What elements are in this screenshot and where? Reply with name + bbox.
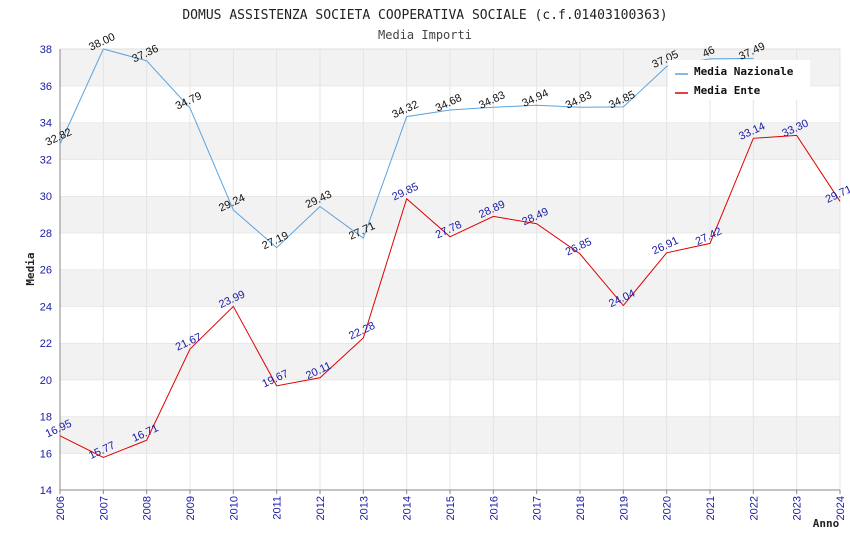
x-tick-label: 2008 (142, 496, 154, 520)
y-axis-title: Media (24, 252, 37, 285)
grid-bands (59, 48, 841, 490)
legend: Media Nazionale Media Ente (668, 60, 810, 100)
x-tick-label: 2013 (358, 496, 370, 520)
y-tick-label: 32 (40, 154, 52, 166)
series-line-media-ente (59, 134, 841, 459)
y-tick-label: 28 (40, 228, 52, 240)
y-tick-label: 16 (40, 448, 52, 460)
x-axis-ticks: 2006 2007 2008 2009 2010 2011 2012 2013 2014 2015… (55, 490, 847, 520)
x-tick-label: 2016 (488, 496, 500, 520)
legend-label-media-nazionale: Media Nazionale (694, 65, 794, 78)
chart-title: DOMUS ASSISTENZA SOCIETA COOPERATIVA SOC… (182, 8, 667, 23)
x-tick-label: 2019 (618, 496, 630, 520)
x-tick-label: 2009 (185, 496, 197, 520)
x-tick-label: 2015 (445, 496, 457, 520)
x-tick-label: 2011 (272, 496, 284, 520)
x-tick-label: 2020 (662, 496, 674, 520)
legend-box (668, 60, 810, 100)
x-tick-label: 2014 (402, 496, 414, 520)
x-tick-label: 2022 (748, 496, 760, 520)
x-tick-label: 2018 (575, 496, 587, 520)
x-tick-label: 2021 (705, 496, 717, 520)
x-tick-label: 2017 (532, 496, 544, 520)
y-tick-label: 18 (40, 412, 52, 424)
chart-subtitle: Media Importi (378, 28, 472, 42)
x-tick-label: 2023 (792, 496, 804, 520)
x-tick-label: 2010 (228, 496, 240, 520)
x-tick-label: 2007 (98, 496, 110, 520)
y-axis-ticks: 14 16 18 20 22 24 26 28 30 32 34 36 38 (40, 44, 52, 497)
y-tick-label: 34 (40, 118, 52, 130)
y-tick-label: 14 (40, 485, 52, 497)
x-tick-label: 2024 (835, 496, 847, 520)
series-line-media-nazionale (59, 48, 754, 249)
y-tick-label: 24 (40, 301, 52, 313)
legend-label-media-ente: Media Ente (694, 84, 761, 97)
data-label-nazionale: 46 (701, 44, 717, 60)
x-tick-label: 2012 (315, 496, 327, 520)
y-tick-label: 38 (40, 44, 52, 56)
y-tick-label: 30 (40, 191, 52, 203)
y-tick-label: 22 (40, 338, 52, 350)
y-tick-label: 20 (40, 375, 52, 387)
y-tick-label: 36 (40, 81, 52, 93)
x-axis-title: Anno (813, 517, 840, 530)
x-tick-label: 2006 (55, 496, 67, 520)
y-tick-label: 26 (40, 265, 52, 277)
